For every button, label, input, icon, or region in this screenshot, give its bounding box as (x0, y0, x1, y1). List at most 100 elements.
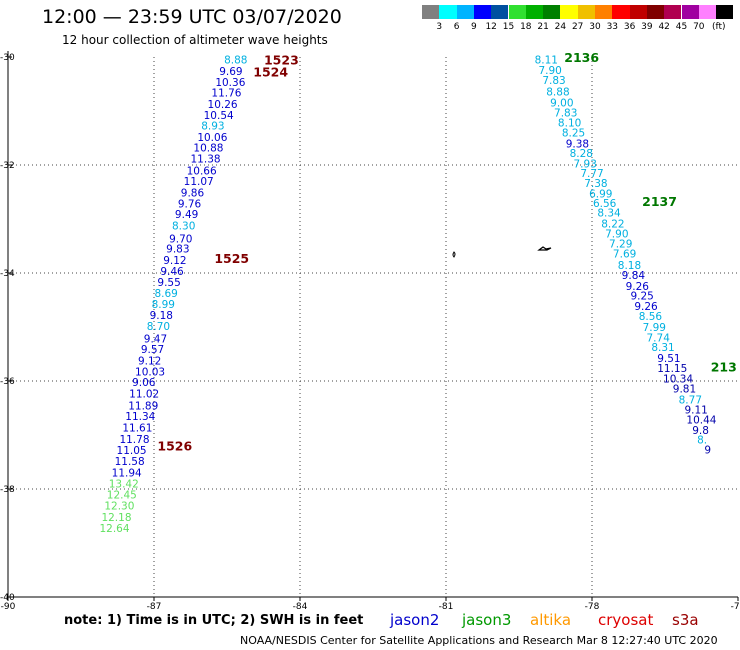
wave-height-label: 10.54 (204, 110, 234, 122)
y-tick-label: -30 (0, 53, 15, 63)
pass-number-label: 1526 (157, 438, 192, 453)
wave-height-label: 8.11 (535, 55, 558, 67)
wave-height-label: 11.78 (119, 434, 149, 446)
color-scale-label: 42 (658, 22, 670, 32)
color-scale-label: 24 (554, 22, 567, 32)
wave-height-label: 8.18 (618, 260, 641, 272)
wave-height-label: 10.44 (686, 414, 716, 426)
color-scale-swatch (664, 5, 682, 19)
wave-height-label: 8.70 (147, 321, 170, 333)
pass-number-label: 1524 (253, 65, 288, 80)
island-mark (452, 251, 456, 258)
wave-height-label: 9.81 (673, 384, 696, 396)
wave-height-label: 11.05 (117, 445, 147, 457)
island-mark (537, 246, 552, 251)
wave-height-label: 10.36 (215, 77, 245, 89)
wave-height-label: 11.38 (191, 154, 221, 166)
wave-height-label: 8.69 (154, 288, 177, 300)
y-tick-label: -32 (0, 161, 15, 171)
wave-height-label: 9.11 (684, 405, 707, 417)
wave-height-label: 9.12 (138, 355, 161, 367)
wave-height-label: 9.18 (150, 310, 173, 322)
wave-height-label: 6.56 (593, 198, 617, 210)
pass-number-label: 2136 (564, 50, 599, 65)
wave-height-label: 7.83 (542, 75, 565, 87)
wave-height-label: 12.18 (101, 512, 131, 524)
y-tick-label: -38 (0, 485, 15, 495)
wave-height-label: 8.99 (152, 299, 175, 311)
pass-number-label: 1525 (214, 251, 249, 266)
wave-height-label: 13.42 (109, 479, 139, 491)
wave-height-label: 9.06 (132, 377, 156, 389)
x-tick-label: -84 (293, 602, 308, 612)
color-scale-label: 18 (520, 22, 532, 32)
color-scale-swatch (646, 5, 665, 19)
color-scale-label: 21 (537, 22, 549, 32)
grid-lines (8, 57, 738, 597)
x-tick-label: -81 (439, 602, 454, 612)
wave-height-label: 7.38 (584, 178, 607, 190)
wave-height-label: 9.76 (178, 198, 202, 210)
wave-height-label: 9.12 (163, 255, 186, 267)
wave-height-label: 7.83 (554, 108, 577, 120)
wave-height-label: 6.99 (589, 189, 612, 201)
wave-height-label: 10.06 (197, 132, 227, 144)
color-scale-swatch (439, 5, 457, 19)
color-scale-label: 39 (641, 22, 653, 32)
color-scale-label: 45 (675, 22, 688, 32)
wave-height-label: 8.10 (558, 117, 581, 129)
axes: -90 -87 -84 -81 -78 -75 -30 -32 -34 -36 -38 -40 (0, 51, 740, 612)
y-tick-label: -34 (0, 269, 15, 279)
wave-height-label: 9.46 (160, 266, 184, 278)
y-tick-label: -40 (0, 593, 15, 603)
wave-height-label: 9.57 (141, 344, 164, 356)
color-scale-swatch (491, 5, 509, 19)
x-tick-label: -75 (731, 602, 740, 612)
color-scale-label: 33 (606, 22, 619, 32)
wave-height-label: 7.77 (580, 168, 603, 180)
wave-height-label: 9.83 (166, 244, 189, 256)
wave-height-label: 8.22 (601, 218, 624, 230)
color-scale-swatch (698, 5, 717, 19)
wave-height-label: 9.84 (622, 270, 646, 282)
wave-height-label: 8.30 (172, 220, 195, 232)
wave-height-label: 11.94 (112, 467, 142, 479)
wave-height-label: 9.86 (181, 188, 205, 200)
color-scale-label: 30 (589, 22, 601, 32)
wave-height-label: 9.69 (219, 66, 242, 78)
color-scale-label: 70 (693, 22, 705, 32)
wave-height-label: 7.74 (647, 332, 671, 344)
series-pass-2136-2137: 8.117.907.838.889.007.838.108.259.388.28… (535, 55, 717, 457)
wave-height-label: 9.55 (157, 277, 180, 289)
wave-height-label: 10.88 (193, 143, 223, 155)
wave-height-label: 9.26 (626, 281, 650, 293)
wave-height-label: 10.26 (208, 99, 238, 111)
wave-height-label: 9.49 (175, 209, 198, 221)
wave-height-label: 11.61 (122, 422, 152, 434)
color-scale-swatch (473, 5, 492, 19)
wave-height-label: 7.90 (538, 65, 561, 77)
wave-height-label: 8. (697, 434, 707, 446)
color-scale-label: 12 (485, 22, 497, 32)
color-scale-swatch (543, 5, 561, 19)
wave-height-label: 7.69 (613, 249, 636, 261)
wave-height-label: 11.89 (128, 400, 158, 412)
color-scale-swatch (681, 5, 699, 19)
pass-number-label: 2137 (642, 194, 677, 209)
wave-height-label: 7.90 (605, 229, 628, 241)
wave-height-label: 8.77 (679, 394, 702, 406)
wave-height-label: 11.07 (184, 176, 214, 188)
y-tick-label: -36 (0, 377, 15, 387)
wave-height-label: 8.56 (639, 311, 663, 323)
color-scale-swatch (612, 5, 630, 19)
satellite-legend-jason2: jason2 (390, 611, 440, 629)
x-tick-label: -90 (1, 602, 16, 612)
wave-height-label: 11.76 (211, 88, 241, 100)
wave-height-label: 12.64 (99, 523, 129, 535)
color-scale-label: 6 (453, 22, 460, 32)
wave-height-label: 9.47 (144, 333, 167, 345)
series-pass-1523-1526: 8.889.6910.3611.7610.2610.548.9310.0610.… (99, 55, 247, 535)
footer-note: note: 1) Time is in UTC; 2) SWH is in fe… (64, 613, 364, 628)
